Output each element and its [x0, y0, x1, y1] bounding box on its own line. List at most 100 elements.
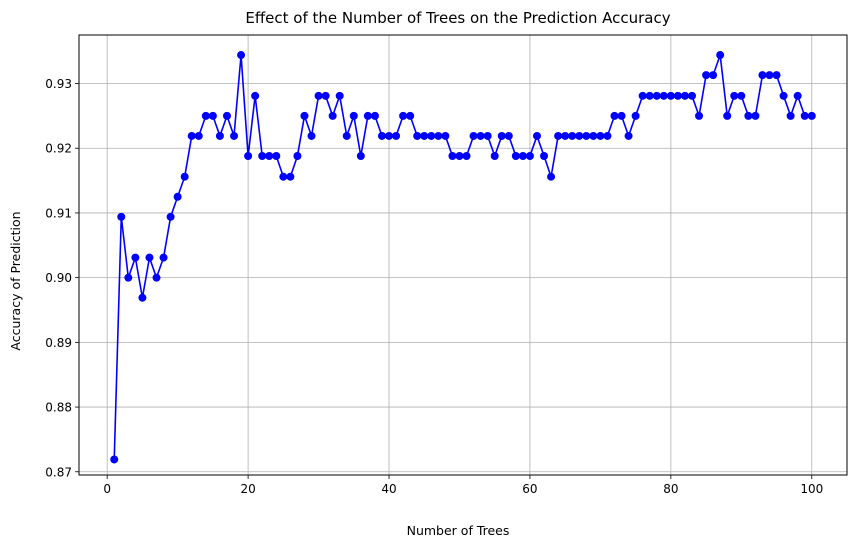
data-point: [131, 253, 140, 262]
data-point: [117, 212, 126, 221]
x-tick-label: 80: [663, 482, 678, 496]
data-point: [786, 111, 795, 120]
data-point: [631, 111, 640, 120]
data-point: [413, 131, 422, 140]
data-point: [525, 152, 534, 160]
data-point: [511, 152, 520, 160]
data-point: [716, 51, 725, 60]
data-point: [603, 131, 612, 140]
data-point: [215, 131, 224, 140]
data-point: [596, 131, 605, 140]
data-point: [434, 131, 443, 140]
x-tick-label: 0: [103, 482, 111, 496]
data-point: [370, 111, 379, 120]
data-point: [568, 131, 577, 140]
data-point: [680, 91, 689, 100]
data-point: [286, 172, 295, 181]
data-point: [335, 91, 344, 100]
data-point: [547, 172, 556, 181]
x-tick-label: 20: [240, 482, 255, 496]
data-point: [328, 111, 337, 120]
data-point: [624, 131, 633, 140]
data-point: [194, 131, 203, 140]
y-tick-label: 0.92: [45, 142, 72, 156]
data-point: [159, 253, 168, 262]
data-point: [645, 91, 654, 100]
data-point: [666, 91, 675, 100]
data-point: [659, 91, 668, 100]
data-point: [208, 111, 217, 120]
y-tick-label: 0.93: [45, 77, 72, 91]
data-point: [469, 131, 478, 140]
data-point: [427, 131, 436, 140]
data-point: [349, 111, 358, 120]
data-point: [222, 111, 231, 120]
data-point: [737, 91, 746, 100]
data-point: [709, 71, 718, 80]
data-point: [561, 131, 570, 140]
x-tick-label: 40: [381, 482, 396, 496]
data-point: [314, 91, 323, 100]
y-axis-label: Accuracy of Prediction: [8, 211, 23, 350]
data-point: [617, 111, 626, 120]
data-point: [589, 131, 598, 140]
data-point: [504, 131, 513, 140]
data-point: [173, 192, 182, 201]
data-point: [237, 51, 246, 60]
data-point: [575, 131, 584, 140]
data-point: [187, 131, 196, 140]
data-point: [532, 131, 541, 140]
data-point: [807, 111, 816, 120]
data-point: [180, 172, 189, 181]
data-point: [751, 111, 760, 120]
data-point: [582, 131, 591, 140]
y-tick-label: 0.87: [45, 465, 72, 479]
data-point: [540, 152, 549, 160]
data-point: [138, 293, 147, 302]
x-tick-label: 60: [522, 482, 537, 496]
data-point: [342, 131, 351, 140]
data-point: [110, 455, 119, 464]
data-point: [490, 152, 499, 160]
chart-title: Effect of the Number of Trees on the Pre…: [245, 9, 670, 27]
x-axis: 0 20 40 60 80 100: [103, 475, 823, 496]
data-point: [483, 131, 492, 140]
data-point: [272, 152, 281, 160]
data-point: [455, 152, 464, 160]
data-point: [356, 152, 365, 160]
data-point: [399, 111, 408, 120]
data-point: [793, 91, 802, 100]
x-axis-label: Number of Trees: [407, 523, 510, 538]
data-point: [554, 131, 563, 140]
data-point: [265, 152, 274, 160]
data-point: [124, 273, 133, 282]
plot-frame: [78, 34, 848, 476]
data-point: [145, 253, 154, 262]
y-tick-label: 0.89: [45, 336, 72, 350]
data-point: [152, 273, 161, 282]
data-point: [744, 111, 753, 120]
data-point: [652, 91, 661, 100]
data-point: [377, 131, 386, 140]
data-point: [779, 91, 788, 100]
data-point: [230, 131, 239, 140]
data-point: [385, 131, 394, 140]
data-point: [392, 131, 401, 140]
data-point: [406, 111, 415, 120]
data-point: [363, 111, 372, 120]
data-point: [518, 152, 527, 160]
data-point: [702, 71, 711, 80]
y-tick-label: 0.90: [45, 271, 72, 285]
data-point: [758, 71, 767, 80]
data-point: [462, 152, 471, 160]
data-point: [695, 111, 704, 120]
data-point: [321, 91, 330, 100]
data-point: [441, 131, 450, 140]
data-point: [166, 212, 175, 221]
data-point: [723, 111, 732, 120]
data-point: [638, 91, 647, 100]
data-point: [730, 91, 739, 100]
data-point: [300, 111, 309, 120]
